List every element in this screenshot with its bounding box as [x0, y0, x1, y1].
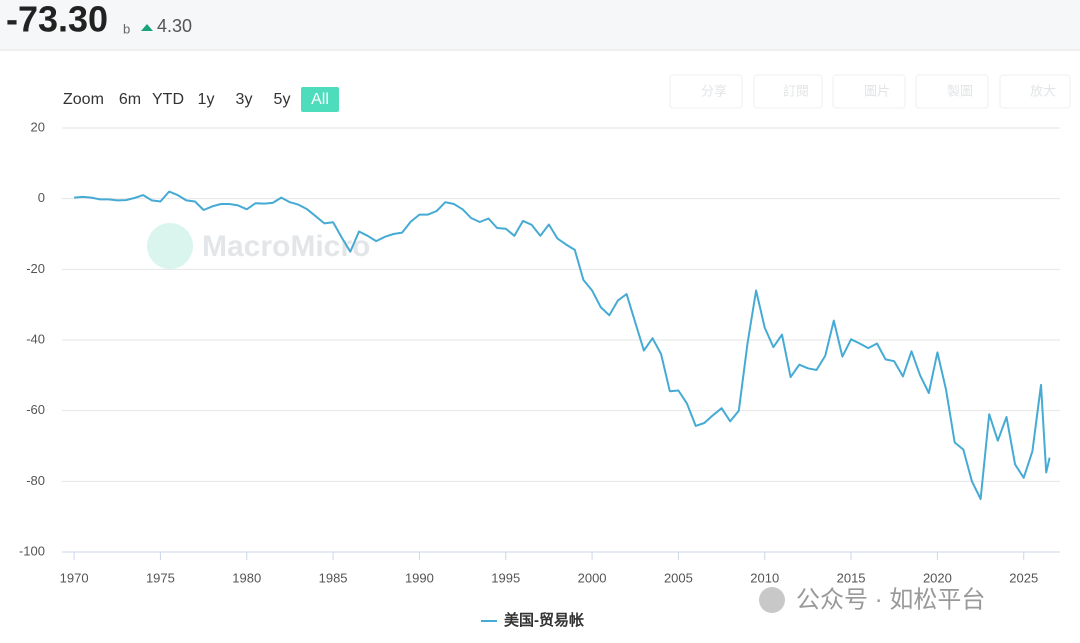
x-tick-label: 2015: [837, 570, 866, 585]
x-tick-label: 2025: [1009, 570, 1038, 585]
x-tick-label: 2005: [664, 570, 693, 585]
toolbar-label: 圖片: [864, 83, 890, 98]
header-bar: [0, 0, 1080, 50]
range-button[interactable]: 5y: [274, 91, 291, 108]
range-button[interactable]: 3y: [236, 91, 253, 108]
toolbar-button[interactable]: [753, 74, 823, 109]
range-button[interactable]: All: [311, 91, 329, 108]
toolbar-label: 訂閱: [783, 83, 809, 98]
toolbar-label: 分享: [701, 83, 727, 98]
x-tick-label: 1975: [146, 570, 175, 585]
toolbar-button[interactable]: [915, 74, 989, 109]
x-tick-label: 1990: [405, 570, 434, 585]
x-tick-label: 2010: [750, 570, 779, 585]
y-tick-label: -100: [19, 543, 45, 558]
y-tick-label: 0: [38, 190, 45, 205]
y-tick-label: -20: [26, 261, 45, 276]
range-button-bg: [301, 87, 339, 112]
toolbar-button[interactable]: [832, 74, 906, 109]
x-tick-label: 1995: [491, 570, 520, 585]
toolbar-label: 放大: [1030, 83, 1056, 98]
legend-label[interactable]: 美国-贸易帐: [504, 611, 584, 629]
x-tick-label: 1985: [319, 570, 348, 585]
watermark-logo: [147, 223, 193, 269]
data-line: [74, 190, 1051, 500]
up-arrow: [141, 24, 153, 31]
x-tick-label: 2000: [578, 570, 607, 585]
y-tick-label: 20: [31, 119, 45, 134]
toolbar-button[interactable]: [999, 74, 1071, 109]
wechat-icon: [759, 587, 785, 613]
toolbar-button[interactable]: [669, 74, 743, 109]
y-tick-label: -80: [26, 473, 45, 488]
zoom-label: Zoom: [63, 91, 104, 108]
header-unit: b: [123, 21, 130, 36]
x-tick-label: 1970: [60, 570, 89, 585]
footer-watermark: 公众号 · 如松平台: [796, 586, 985, 613]
range-button[interactable]: YTD: [152, 91, 184, 108]
y-tick-label: -60: [26, 402, 45, 417]
x-tick-label: 2020: [923, 570, 952, 585]
toolbar-label: 製圖: [947, 83, 973, 98]
header-change: 4.30: [157, 16, 192, 36]
y-tick-label: -40: [26, 331, 45, 346]
watermark: MacroMicro: [202, 230, 370, 263]
range-button[interactable]: 6m: [119, 91, 141, 108]
x-tick-label: 1980: [232, 570, 261, 585]
header-value: -73.30: [6, 0, 108, 40]
range-button[interactable]: 1y: [198, 91, 215, 108]
